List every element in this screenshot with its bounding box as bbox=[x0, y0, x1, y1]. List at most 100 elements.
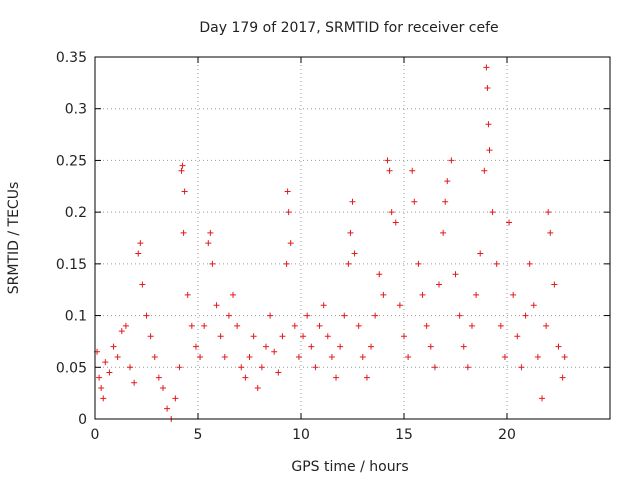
x-tick-label: 5 bbox=[194, 427, 203, 443]
data-point bbox=[328, 353, 335, 360]
data-point bbox=[242, 374, 249, 381]
data-point bbox=[300, 333, 307, 340]
data-point bbox=[442, 198, 449, 205]
data-point bbox=[359, 353, 366, 360]
data-point bbox=[337, 343, 344, 350]
data-point bbox=[137, 240, 144, 247]
data-point bbox=[217, 333, 224, 340]
data-point bbox=[207, 229, 214, 236]
data-point bbox=[386, 167, 393, 174]
data-point bbox=[291, 322, 298, 329]
data-point bbox=[275, 369, 282, 376]
y-tick-label: 0.05 bbox=[56, 360, 87, 376]
data-point bbox=[526, 260, 533, 267]
data-point bbox=[114, 353, 121, 360]
data-point bbox=[100, 395, 107, 402]
data-point bbox=[178, 167, 185, 174]
data-point bbox=[285, 209, 292, 216]
data-point bbox=[180, 229, 187, 236]
data-point bbox=[411, 198, 418, 205]
data-point bbox=[213, 302, 220, 309]
data-point bbox=[341, 312, 348, 319]
data-point bbox=[376, 271, 383, 278]
data-point bbox=[436, 281, 443, 288]
data-point bbox=[267, 312, 274, 319]
data-point bbox=[363, 374, 370, 381]
data-point bbox=[127, 364, 134, 371]
data-point bbox=[316, 322, 323, 329]
data-point bbox=[493, 260, 500, 267]
data-point bbox=[489, 209, 496, 216]
data-point bbox=[106, 369, 113, 376]
data-point bbox=[473, 291, 480, 298]
data-point bbox=[486, 147, 493, 154]
data-point bbox=[179, 162, 186, 169]
data-point bbox=[209, 260, 216, 267]
x-tick-label: 0 bbox=[91, 427, 100, 443]
data-point bbox=[284, 188, 291, 195]
data-point bbox=[534, 353, 541, 360]
data-point bbox=[409, 167, 416, 174]
y-tick-label: 0.2 bbox=[65, 205, 87, 221]
data-point bbox=[279, 333, 286, 340]
data-point bbox=[283, 260, 290, 267]
data-point bbox=[518, 364, 525, 371]
data-point bbox=[172, 395, 179, 402]
data-point bbox=[234, 322, 241, 329]
data-point bbox=[159, 384, 166, 391]
y-tick-label: 0 bbox=[78, 412, 87, 428]
data-point bbox=[197, 353, 204, 360]
data-point bbox=[250, 333, 257, 340]
data-point bbox=[320, 302, 327, 309]
data-point bbox=[333, 374, 340, 381]
data-point bbox=[151, 353, 158, 360]
data-point bbox=[221, 353, 228, 360]
data-point bbox=[345, 260, 352, 267]
data-point bbox=[324, 333, 331, 340]
data-point bbox=[287, 240, 294, 247]
data-point bbox=[547, 229, 554, 236]
data-point bbox=[501, 353, 508, 360]
data-point bbox=[258, 364, 265, 371]
data-point bbox=[477, 250, 484, 257]
data-point bbox=[372, 312, 379, 319]
data-point bbox=[246, 353, 253, 360]
data-point bbox=[147, 333, 154, 340]
data-point bbox=[431, 364, 438, 371]
data-point bbox=[308, 343, 315, 350]
data-point bbox=[415, 260, 422, 267]
data-points bbox=[94, 64, 568, 422]
data-point bbox=[98, 384, 105, 391]
data-point bbox=[485, 121, 492, 128]
y-tick-label: 0.15 bbox=[56, 257, 87, 273]
data-point bbox=[388, 209, 395, 216]
data-point bbox=[452, 271, 459, 278]
data-point bbox=[380, 291, 387, 298]
data-point bbox=[230, 291, 237, 298]
data-point bbox=[545, 209, 552, 216]
data-point bbox=[444, 178, 451, 185]
data-point bbox=[559, 374, 566, 381]
data-point bbox=[181, 188, 188, 195]
data-point bbox=[135, 250, 142, 257]
data-point bbox=[155, 374, 162, 381]
y-axis-label: SRMTID / TECUs bbox=[6, 182, 22, 295]
data-point bbox=[483, 64, 490, 71]
data-point bbox=[368, 343, 375, 350]
data-point bbox=[102, 359, 109, 366]
data-point bbox=[192, 343, 199, 350]
data-point bbox=[440, 229, 447, 236]
data-point bbox=[205, 240, 212, 247]
data-point bbox=[312, 364, 319, 371]
data-point bbox=[122, 322, 129, 329]
data-point bbox=[262, 343, 269, 350]
data-point bbox=[510, 291, 517, 298]
data-point bbox=[484, 85, 491, 92]
data-point bbox=[405, 353, 412, 360]
x-tick-label: 15 bbox=[395, 427, 413, 443]
y-axis: 0 0.05 0.1 0.15 0.2 0.25 0.3 0.35 bbox=[56, 50, 610, 428]
data-point bbox=[543, 322, 550, 329]
data-point bbox=[188, 322, 195, 329]
data-point bbox=[176, 364, 183, 371]
